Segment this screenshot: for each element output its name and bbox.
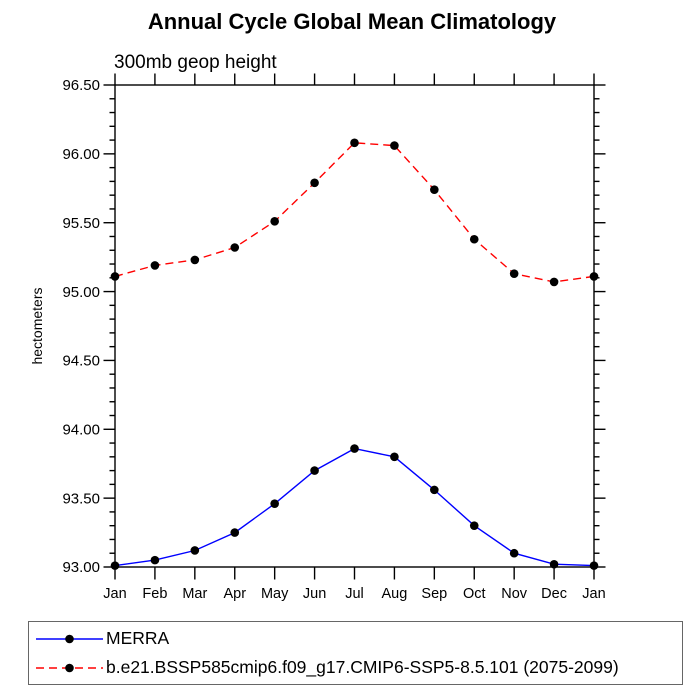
data-point-marker bbox=[509, 548, 519, 558]
data-point-marker bbox=[150, 261, 160, 270]
data-point-marker bbox=[350, 138, 359, 148]
y-tick-label: 94.50 bbox=[62, 353, 100, 370]
data-point-marker bbox=[430, 185, 439, 194]
data-point-marker bbox=[390, 141, 399, 150]
y-tick-label: 93.00 bbox=[62, 559, 100, 576]
chart-subtitle: 300mb geop height bbox=[114, 52, 277, 73]
x-tick-label: Jan bbox=[103, 586, 126, 602]
y-tick-label: 96.50 bbox=[62, 77, 100, 94]
x-tick-label: Aug bbox=[382, 586, 408, 602]
data-point-marker bbox=[430, 485, 439, 495]
data-point-marker bbox=[589, 272, 599, 281]
y-tick-label: 94.00 bbox=[62, 421, 100, 438]
y-tick-label: 95.50 bbox=[62, 215, 100, 232]
legend-sample-marker bbox=[65, 663, 74, 672]
data-point-marker bbox=[270, 499, 279, 508]
x-tick-label: Nov bbox=[501, 586, 528, 602]
plot-frame bbox=[114, 84, 595, 568]
chart-title: Annual Cycle Global Mean Climatology bbox=[147, 9, 557, 34]
x-tick-label: Mar bbox=[182, 586, 207, 602]
legend-box: MERRA b.e21.BSSP585cmip6.f09_g17.CMIP6-S… bbox=[28, 621, 683, 685]
x-tick-label: Jun bbox=[303, 586, 326, 602]
data-point-marker bbox=[549, 277, 559, 287]
x-tick-label: Oct bbox=[463, 586, 486, 602]
data-point-marker bbox=[390, 452, 399, 462]
data-point-marker bbox=[469, 521, 479, 530]
data-point-marker bbox=[549, 559, 559, 569]
merra-line-sample-icon bbox=[36, 634, 103, 643]
data-point-marker bbox=[509, 269, 519, 278]
data-point-marker bbox=[110, 561, 120, 570]
data-point-marker bbox=[190, 255, 200, 265]
data-point-marker bbox=[310, 178, 319, 188]
cmip6-line-sample-icon bbox=[36, 663, 103, 672]
x-tick-label: Apr bbox=[223, 586, 246, 602]
x-tick-label: Dec bbox=[541, 586, 567, 602]
x-tick-label: Jan bbox=[582, 586, 605, 602]
cmip6-line bbox=[114, 142, 595, 283]
data-point-marker bbox=[110, 272, 120, 281]
data-point-marker bbox=[230, 243, 240, 252]
legend-item-merra: MERRA bbox=[33, 624, 682, 653]
legend-sample-marker bbox=[65, 634, 74, 643]
y-tick-label: 95.00 bbox=[62, 284, 100, 301]
data-point-marker bbox=[589, 561, 599, 570]
x-tick-label: Jul bbox=[345, 586, 364, 602]
data-point-marker bbox=[150, 555, 160, 565]
data-point-marker bbox=[350, 444, 359, 453]
legend-item-cmip6: b.e21.BSSP585cmip6.f09_g17.CMIP6-SSP5-8.… bbox=[33, 653, 682, 682]
merra-line bbox=[114, 447, 595, 567]
data-point-marker bbox=[230, 528, 240, 537]
x-tick-label: Sep bbox=[421, 586, 447, 602]
legend-label-cmip6: b.e21.BSSP585cmip6.f09_g17.CMIP6-SSP5-8.… bbox=[106, 656, 619, 677]
y-tick-label: 96.00 bbox=[62, 146, 100, 163]
x-tick-label: Feb bbox=[142, 586, 167, 602]
data-point-marker bbox=[270, 217, 279, 226]
data-point-marker bbox=[310, 466, 319, 475]
legend-label-merra: MERRA bbox=[106, 627, 170, 648]
y-tick-label: 93.50 bbox=[62, 490, 100, 507]
data-point-marker bbox=[190, 546, 200, 555]
plot-canvas: 93.00 93.50 94.00 94.50 95.00 95.50 96.00 96.50… bbox=[62, 73, 606, 602]
data-point-marker bbox=[469, 234, 479, 244]
x-tick-label: May bbox=[261, 586, 289, 602]
